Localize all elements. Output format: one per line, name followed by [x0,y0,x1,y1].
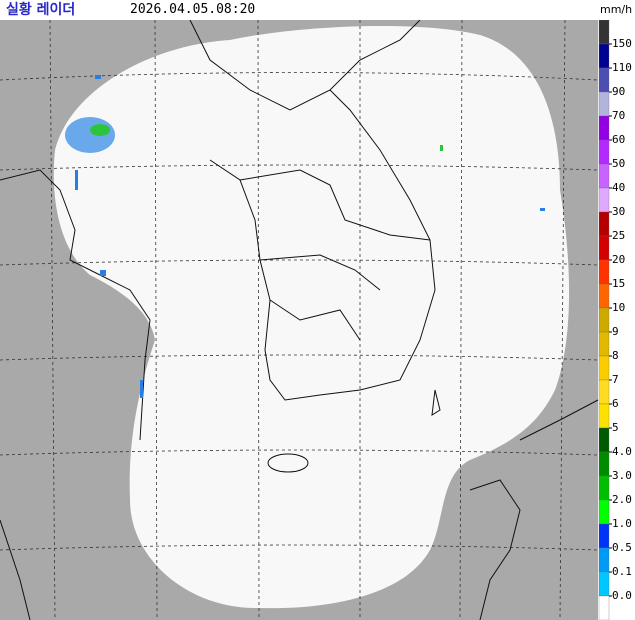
legend-label: 40 [612,181,625,194]
legend-swatch [598,115,610,141]
legend-swatch [598,20,610,45]
legend-label: 9 [612,325,619,338]
legend-label: 10 [612,301,625,314]
legend-swatch [598,43,610,69]
legend-swatch [598,91,610,117]
legend-label: 2.0 [612,493,632,506]
legend-swatch [598,355,610,381]
legend-label: 150 [612,37,632,50]
legend-swatch [598,379,610,405]
legend-label: 6 [612,397,619,410]
legend-swatch [598,187,610,213]
coastline [0,20,599,620]
legend-swatch [598,403,610,429]
legend-label: 70 [612,109,625,122]
legend-label: 20 [612,253,625,266]
legend-label: 3.0 [612,469,632,482]
legend-swatch [598,523,610,549]
precipitation-echo [65,75,545,398]
legend-label: 0.5 [612,541,632,554]
legend-swatch [598,547,610,573]
legend-label: 25 [612,229,625,242]
legend-swatch [598,139,610,165]
legend-swatch [598,571,610,597]
legend-swatch [598,331,610,357]
legend-swatch [598,307,610,333]
legend: 150 110 90 70 60 50 40 30 25 20 15 10 9 8 7 6 5 4.0 3.0 2.0… [598,20,632,620]
legend-swatch [598,499,610,525]
unit: mm/h [600,3,633,16]
legend-swatch [598,595,610,620]
legend-swatch [598,211,610,237]
legend-label: 4.0 [612,445,632,458]
legend-label: 0.1 [612,565,632,578]
legend-swatch [598,427,610,453]
legend-label: 110 [612,61,632,74]
timestamp: 2026.04.05.08:20 [130,2,256,17]
legend-label: 0.0 [612,589,632,602]
legend-label: 50 [612,157,625,170]
legend-swatch [598,283,610,309]
legend-label: 1.0 [612,517,632,530]
legend-swatch [598,451,610,477]
legend-label: 90 [612,85,625,98]
legend-label: 60 [612,133,625,146]
legend-label: 8 [612,349,619,362]
legend-label: 5 [612,421,619,434]
legend-label: 30 [612,205,625,218]
legend-swatch [598,163,610,189]
title: 실황 레이더 [6,2,76,18]
legend-swatch [598,259,610,285]
legend-swatch [598,67,610,93]
legend-label: 15 [612,277,625,290]
legend-swatch [598,235,610,261]
map [0,20,599,620]
legend-label: 7 [612,373,619,386]
legend-swatch [598,475,610,501]
grid [0,20,599,620]
